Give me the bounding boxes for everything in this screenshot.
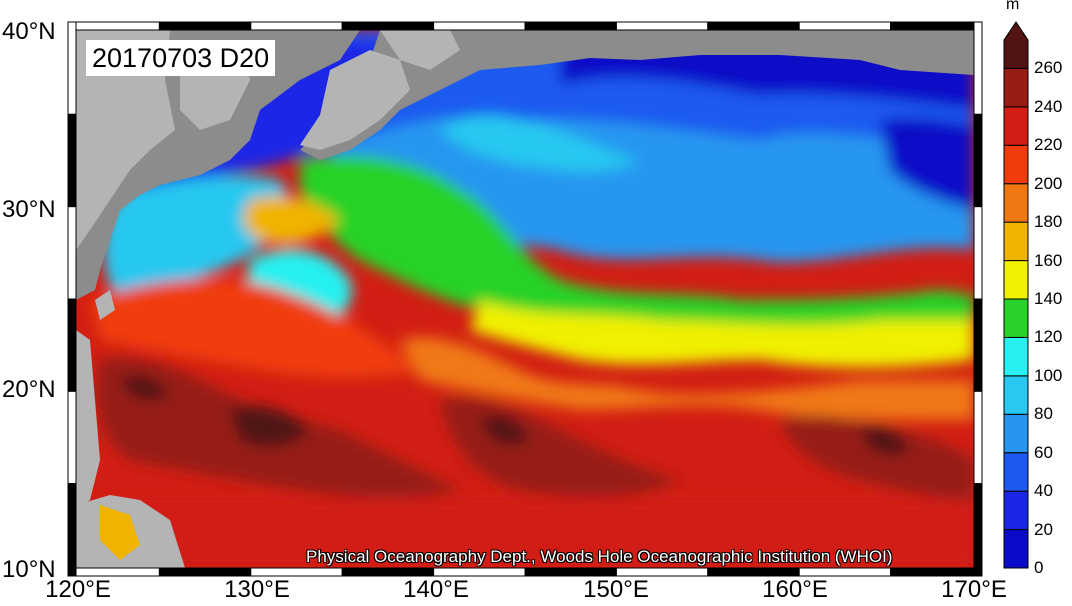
colorbar-swatch xyxy=(1003,260,1029,300)
colorbar-tick-label: 200 xyxy=(1034,173,1063,193)
colorbar-tick-label: 60 xyxy=(1034,442,1053,462)
lat-label-10: 10°N xyxy=(2,556,56,583)
colorbar-tick-label: 40 xyxy=(1034,481,1053,501)
lon-label-160: 160°E xyxy=(762,576,828,603)
colorbar-tick-label: 220 xyxy=(1034,135,1063,155)
colorbar-swatch xyxy=(1003,106,1029,146)
colorbar-tick-label: 260 xyxy=(1034,58,1063,78)
colorbar-swatch xyxy=(1003,490,1029,531)
colorbar-tick-label: 120 xyxy=(1034,327,1063,347)
colorbar-swatch xyxy=(1003,144,1029,185)
ocean-field xyxy=(76,30,974,568)
colorbar-tick-label: 140 xyxy=(1034,289,1063,308)
land-masses xyxy=(76,30,974,568)
colorbar-tick-label: 20 xyxy=(1034,519,1053,539)
colorbar-swatch xyxy=(1003,67,1029,108)
colorbar xyxy=(1003,21,1029,569)
lat-label-30: 30°N xyxy=(2,196,56,223)
lon-label-170: 170°E xyxy=(941,576,1007,603)
lon-label-120: 120°E xyxy=(45,576,111,603)
map-title: 20170703 D20 xyxy=(86,40,276,76)
credit-text: Physical Oceanography Dept., Woods Hole … xyxy=(306,547,893,566)
colorbar-swatch xyxy=(1003,336,1029,377)
colorbar-swatch xyxy=(1003,298,1029,338)
colorbar-tick-label: 80 xyxy=(1034,404,1053,424)
colorbar-swatch xyxy=(1003,413,1029,454)
lon-label-140: 140°E xyxy=(403,576,469,603)
colorbar-swatch xyxy=(1003,21,1029,69)
colorbar-swatch xyxy=(1003,375,1029,415)
lat-label-20: 20°N xyxy=(2,376,56,403)
colorbar-swatch xyxy=(1003,221,1029,262)
map-frame xyxy=(67,21,983,577)
colorbar-swatch xyxy=(1003,529,1029,569)
colorbar-tick-label: 0 xyxy=(1034,558,1044,577)
lon-label-150: 150°E xyxy=(583,576,649,603)
colorbar-tick-label: 100 xyxy=(1034,365,1063,385)
lon-label-130: 130°E xyxy=(224,576,290,603)
colorbar-tick-label: 180 xyxy=(1034,212,1063,232)
colorbar-tick-label: 160 xyxy=(1034,250,1063,270)
lat-label-40: 40°N xyxy=(2,18,56,45)
colorbar-tick-label: 240 xyxy=(1034,96,1063,116)
colorbar-swatch xyxy=(1003,183,1029,223)
colorbar-swatch xyxy=(1003,452,1029,492)
colorbar-unit: m xyxy=(1006,0,1020,13)
